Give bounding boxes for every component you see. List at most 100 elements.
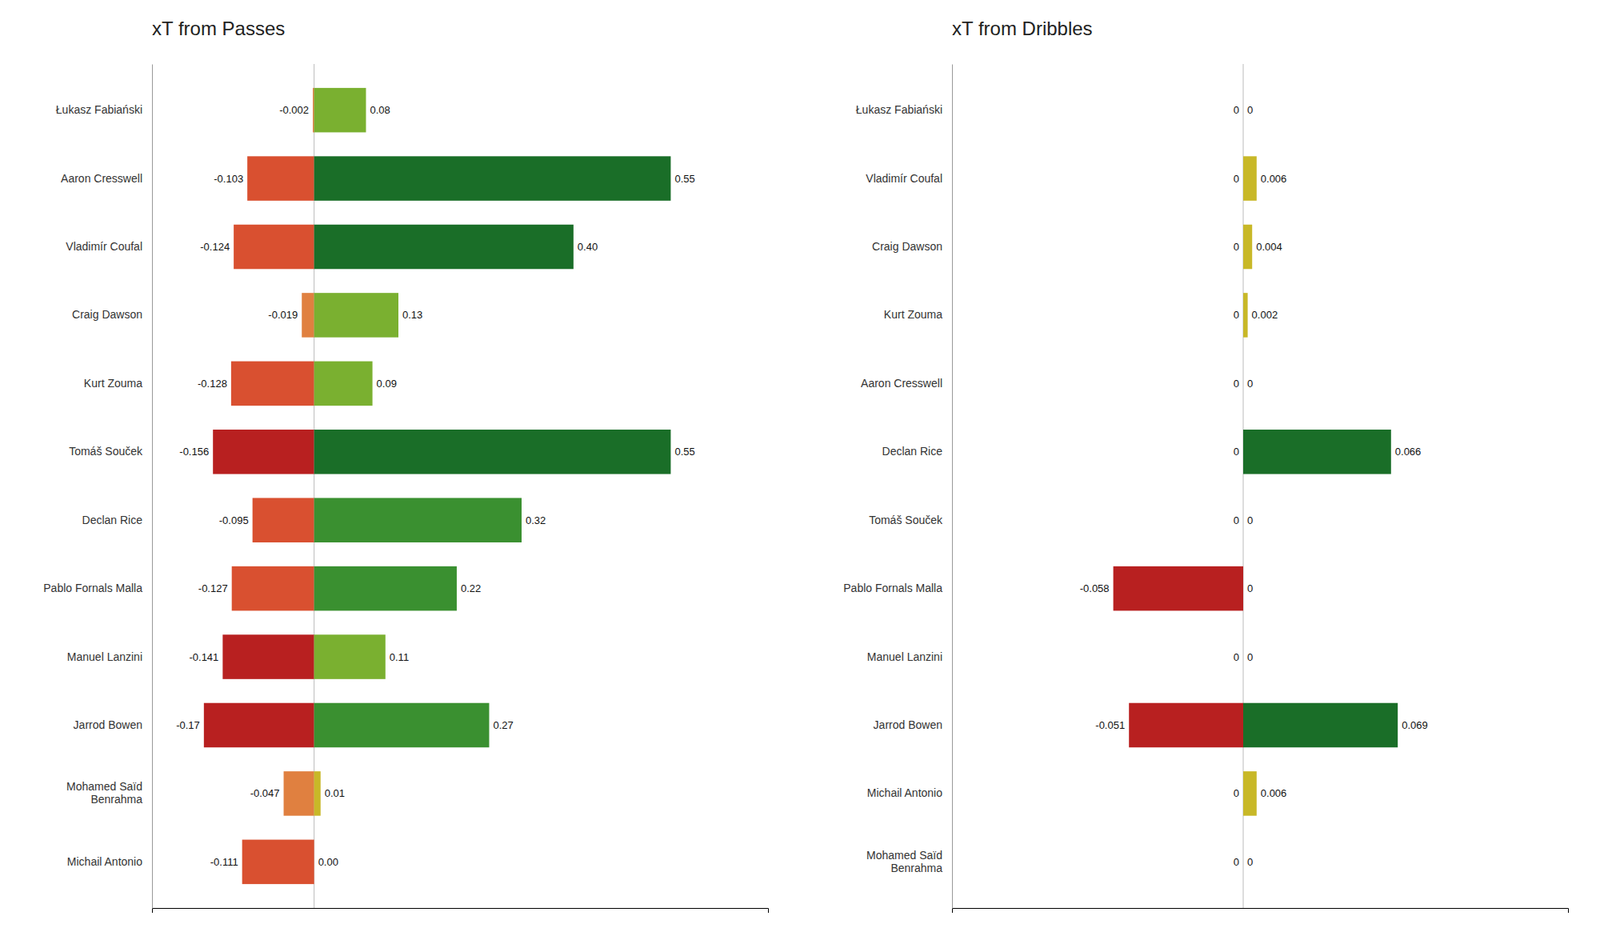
data-labels: -0.002-0.103-0.124-0.019-0.128-0.156-0.0… (176, 104, 696, 868)
bar (204, 703, 315, 748)
y-tick: Kurt Zouma (884, 308, 952, 321)
y-tick: Vladimír Coufal (65, 240, 152, 253)
y-tick-label: Jarrod Bowen (73, 718, 143, 732)
bar (312, 88, 315, 133)
y-tick: Tomáš Souček (68, 444, 152, 458)
bar (242, 840, 315, 885)
y-tick: Mohamed SaïdBenrahma (66, 780, 152, 806)
y-tick-label: Łukasz Fabiański (856, 103, 943, 116)
y-tick-label: Tomáš Souček (868, 513, 944, 527)
data-label: 0.09 (376, 377, 397, 390)
y-axis: Łukasz Fabiański Aaron Cresswell Vladimír … (43, 64, 152, 909)
bar (314, 771, 321, 816)
data-labels: 0000000-0.0580-0.0510000.0060.0040.00200… (1080, 104, 1428, 868)
chart-root: xT from PassesŁukasz FabiańskiAaron Cres… (0, 0, 1600, 940)
bar (301, 292, 314, 338)
data-label: 0.11 (389, 651, 409, 664)
y-tick-label: Manuel Lanzini (67, 650, 143, 664)
data-label: 0 (1247, 377, 1253, 390)
y-tick: Aaron Cresswell (60, 172, 152, 185)
data-label: 0 (1247, 104, 1253, 116)
y-tick: Declan Rice (882, 444, 952, 458)
y-tick-label-line: Pablo Fornals Malla (843, 581, 943, 595)
y-tick: Pablo Fornals Malla (843, 581, 952, 595)
data-label: 0.55 (674, 445, 695, 458)
bar (314, 361, 373, 407)
y-tick-label: Declan Rice (882, 444, 944, 458)
data-label: -0.047 (250, 787, 280, 800)
y-tick: Vladimír Coufal (865, 172, 952, 185)
bar (1243, 224, 1252, 270)
y-tick-label-line: Mohamed Saïd (66, 780, 143, 793)
y-tick-label: Craig Dawson (72, 308, 143, 321)
x-axis (952, 908, 1569, 914)
bar (232, 566, 315, 612)
data-label: 0.55 (674, 172, 695, 185)
data-label: 0 (1247, 514, 1253, 527)
data-label: 0 (1247, 582, 1253, 595)
bar (231, 361, 315, 407)
data-label: -0.095 (219, 514, 249, 527)
y-tick-label-line: Kurt Zouma (884, 308, 943, 321)
bar (314, 292, 399, 338)
bar (314, 497, 522, 543)
x-axis-line (952, 908, 1569, 914)
y-tick-label: Kurt Zouma (884, 308, 943, 321)
data-label: 0 (1247, 856, 1253, 868)
y-tick-label: Vladimír Coufal (865, 172, 943, 185)
y-tick-label: Declan Rice (82, 513, 144, 527)
bar (314, 88, 367, 133)
bar (252, 497, 315, 543)
y-tick: Łukasz Fabiański (56, 103, 152, 116)
y-tick-label-line: Łukasz Fabiański (56, 103, 143, 116)
y-tick-label-line: Vladimír Coufal (65, 240, 143, 253)
data-label: 0.069 (1401, 719, 1428, 732)
bar (247, 156, 314, 201)
y-tick-label-line: Kurt Zouma (84, 376, 143, 390)
y-tick-label-line: Tomáš Souček (68, 444, 144, 458)
y-tick-label: Michail Antonio (867, 786, 943, 800)
bar (314, 566, 457, 612)
y-tick-label: Tomáš Souček (68, 444, 144, 458)
y-tick-label-line: Jarrod Bowen (73, 718, 143, 732)
data-label: 0.08 (369, 104, 390, 116)
y-tick-label: Vladimír Coufal (65, 240, 143, 253)
y-tick-label: Mohamed SaïdBenrahma (66, 780, 143, 806)
bar (1243, 703, 1398, 748)
data-label: -0.127 (198, 582, 228, 595)
y-axis: Łukasz FabiańskiVladimír CoufalCraig Daw… (843, 64, 952, 909)
y-tick: Tomáš Souček (868, 513, 952, 527)
y-tick: Kurt Zouma (84, 376, 152, 390)
data-label: 0.006 (1260, 172, 1288, 185)
y-tick: Mohamed SaïdBenrahma (866, 848, 952, 875)
data-label: 0.01 (324, 787, 345, 800)
data-label: 0 (1233, 240, 1240, 253)
bar (1128, 703, 1244, 748)
y-tick: Declan Rice (82, 513, 152, 527)
bar (233, 224, 315, 270)
bar (1243, 771, 1257, 816)
y-tick-label-line: Aaron Cresswell (60, 172, 143, 185)
y-tick-label-line: Jarrod Bowen (873, 718, 943, 732)
data-label: 0.066 (1395, 445, 1422, 458)
data-label: 0 (1233, 377, 1240, 390)
y-tick-label-line: Vladimír Coufal (865, 172, 943, 185)
bar (1243, 429, 1392, 475)
bars (204, 88, 672, 884)
y-tick-label-line: Benrahma (890, 861, 943, 875)
y-tick-label-line: Aaron Cresswell (860, 376, 943, 390)
data-label: 0.004 (1256, 240, 1283, 253)
y-tick-label-line: Mohamed Saïd (866, 848, 943, 862)
y-tick: Aaron Cresswell (860, 376, 952, 390)
data-label: 0.13 (402, 308, 423, 321)
x-axis-line (152, 908, 769, 914)
chart-title: xT from Dribbles (952, 17, 1093, 40)
y-tick: Jarrod Bowen (873, 718, 952, 732)
data-label: -0.128 (197, 377, 228, 390)
y-tick-label-line: Łukasz Fabiański (856, 103, 943, 116)
y-tick-label-line: Benrahma (90, 792, 143, 806)
panel: xT from PassesŁukasz FabiańskiAaron Cres… (43, 17, 768, 913)
bar (212, 429, 314, 475)
data-label: -0.17 (176, 719, 200, 732)
x-axis (152, 908, 769, 914)
